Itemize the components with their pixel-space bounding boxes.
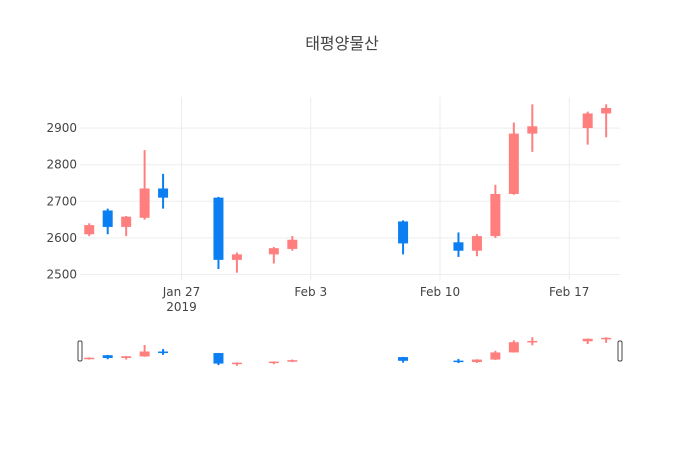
x-tick-label: Feb 3 <box>294 285 327 299</box>
range-slider-right-handle[interactable] <box>617 340 623 362</box>
slider-candle-body <box>213 353 224 364</box>
y-tick-label: 2900 <box>46 121 77 135</box>
slider-candle <box>84 357 95 360</box>
candle-body <box>158 188 169 198</box>
candle-body <box>527 126 538 134</box>
slider-candle <box>601 337 612 343</box>
slider-candle-body <box>231 362 242 365</box>
candle <box>139 150 150 220</box>
slider-candle-body <box>582 338 593 342</box>
slider-candle-body <box>601 337 612 340</box>
slider-candle-body <box>287 360 298 362</box>
y-tick-label: 2800 <box>46 158 77 172</box>
candle <box>582 111 593 145</box>
candle <box>287 236 298 251</box>
slider-candle <box>231 362 242 366</box>
range-slider-left-handle[interactable] <box>77 340 83 362</box>
slider-candle <box>102 354 113 360</box>
candle <box>121 215 132 237</box>
slider-candle <box>287 359 298 363</box>
candle-body <box>102 210 113 227</box>
slider-candle-body <box>139 351 150 357</box>
candle <box>102 208 113 235</box>
slider-candle <box>398 356 409 363</box>
candle <box>508 122 519 195</box>
x-tick-label: Feb 17 <box>549 285 589 299</box>
candle-body <box>139 188 150 218</box>
slider-candle-body <box>398 357 409 361</box>
candle-body <box>268 248 279 255</box>
slider-candle-body <box>102 355 113 359</box>
slider-candle-body <box>268 361 279 364</box>
y-tick-label: 2600 <box>46 231 77 245</box>
candle-body <box>231 254 242 260</box>
candle <box>213 196 224 270</box>
x-tick-label: Jan 27 <box>162 285 201 299</box>
candle <box>453 232 464 257</box>
slider-candle-body <box>471 359 482 363</box>
slider-candle <box>490 350 501 360</box>
slider-candle-body <box>84 357 95 360</box>
candle <box>158 173 169 209</box>
x-tick-sublabel: 2019 <box>166 300 197 314</box>
slider-candle <box>213 352 224 366</box>
slider-candle-body <box>527 340 538 343</box>
candle <box>601 104 612 138</box>
x-tick-label: Feb 10 <box>420 285 460 299</box>
slider-candle-body <box>121 356 132 359</box>
slider-candle-body <box>453 360 464 363</box>
candle-body <box>582 113 593 129</box>
grid <box>80 97 620 280</box>
slider-candle <box>268 361 279 365</box>
candle-body <box>121 216 132 227</box>
candle <box>471 234 482 257</box>
candle <box>268 247 279 264</box>
slider-candle <box>121 356 132 360</box>
chart-title: 태평양물산 <box>305 34 379 53</box>
slider-candle <box>453 358 464 364</box>
y-axis: 2500 2600 2700 2800 2900 <box>46 121 77 281</box>
slider-candle-body <box>490 352 501 360</box>
candles <box>84 104 612 273</box>
slider-candle <box>508 340 519 353</box>
slider-candle-body <box>508 342 519 353</box>
slider-candle <box>527 337 538 346</box>
candle <box>84 223 95 237</box>
candle-body <box>287 239 298 249</box>
candle-body <box>84 225 95 235</box>
candle-body <box>508 133 519 194</box>
slider-candle-body <box>158 351 169 354</box>
candle-body <box>601 107 612 114</box>
candle-body <box>453 242 464 251</box>
slider-candle <box>158 349 169 355</box>
range-slider[interactable] <box>77 337 623 366</box>
slider-candle <box>471 359 482 363</box>
candle <box>398 220 409 255</box>
candle-body <box>490 193 501 237</box>
slider-candle <box>139 344 150 357</box>
y-tick-label: 2500 <box>46 268 77 282</box>
candle-body <box>471 236 482 251</box>
candle-body <box>213 197 224 260</box>
slider-candle <box>582 338 593 345</box>
candle <box>231 252 242 273</box>
candle <box>527 104 538 152</box>
y-tick-label: 2700 <box>46 194 77 208</box>
candle-body <box>398 221 409 244</box>
candle <box>490 184 501 238</box>
